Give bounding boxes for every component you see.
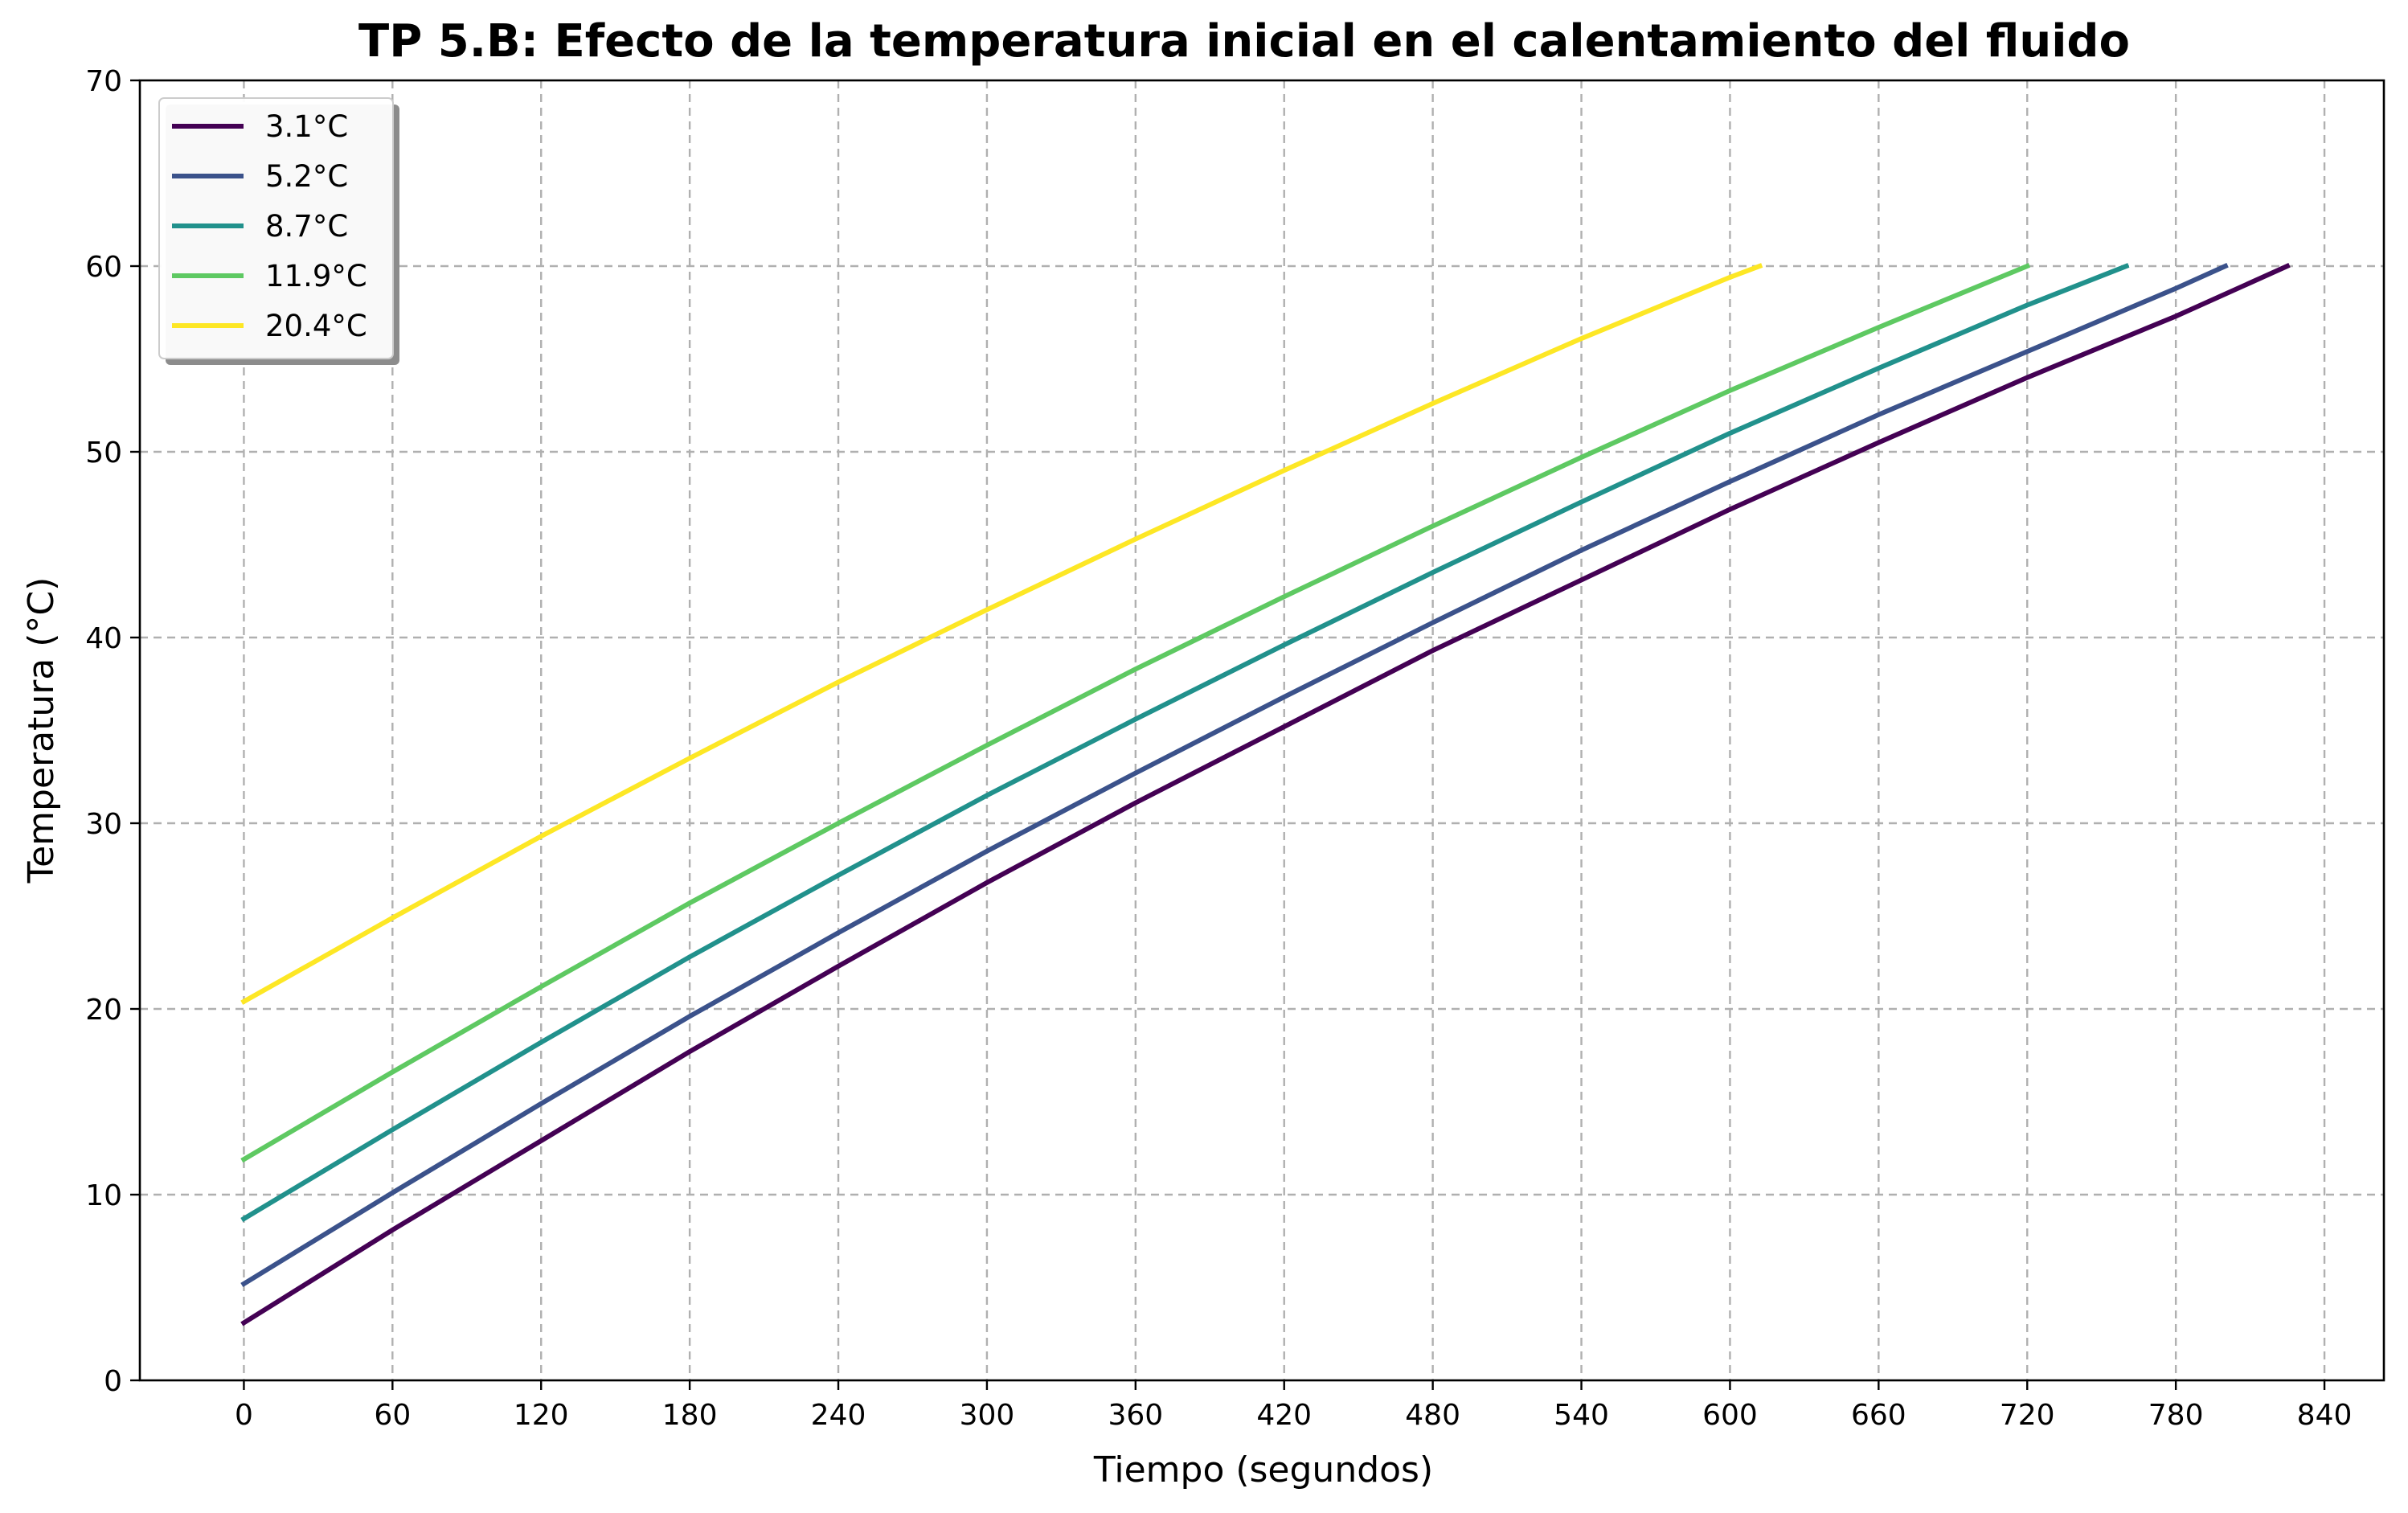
x-tick-label: 0 [235,1399,253,1432]
series-lines [240,263,2291,1326]
chart-title: TP 5.B: Efecto de la temperatura inicial… [358,15,2130,68]
series-line-1 [240,263,2229,1288]
legend-label-1: 5.2°C [265,159,348,194]
y-tick-label: 70 [85,65,122,98]
legend-box [158,97,394,359]
series-line-2 [240,263,2130,1223]
series-line-4 [240,263,1763,1005]
legend: 3.1°C 5.2°C 8.7°C 11.9°C 20.4°C [158,97,399,365]
y-axis-ticks: 0 10 20 30 40 50 60 70 [85,65,140,1398]
x-tick-label: 540 [1554,1399,1609,1432]
x-tick-label: 120 [514,1399,569,1432]
y-axis-label: Temperatura (°C) [21,577,62,884]
y-tick-label: 50 [85,437,122,469]
plot-area-frame [138,79,2385,1382]
x-tick-label: 360 [1108,1399,1163,1432]
x-tick-label: 480 [1405,1399,1460,1432]
series-line-3 [240,263,2031,1163]
x-tick-label: 180 [662,1399,718,1432]
x-tick-label: 720 [2000,1399,2055,1432]
y-tick-label: 10 [85,1179,122,1212]
y-tick-label: 40 [85,622,122,655]
legend-label-0: 3.1°C [265,109,348,144]
x-tick-label: 840 [2297,1399,2353,1432]
x-tick-label: 660 [1851,1399,1906,1432]
x-tick-label: 600 [1702,1399,1758,1432]
legend-entries: 3.1°C 5.2°C 8.7°C 11.9°C 20.4°C [172,109,367,343]
x-tick-label: 420 [1256,1399,1312,1432]
x-tick-label: 780 [2148,1399,2204,1432]
y-tick-label: 20 [85,994,122,1027]
series-line-0 [240,263,2291,1326]
y-tick-label: 30 [85,808,122,841]
x-axis-ticks: 0 60 120 180 240 300 360 420 480 540 600 660 720 780 8… [235,1380,2352,1432]
x-axis-label: Tiempo (segundos) [1093,1449,1433,1490]
grid-lines [140,80,2384,1380]
x-tick-label: 300 [960,1399,1015,1432]
legend-label-3: 11.9°C [265,259,367,293]
x-tick-label: 60 [374,1399,411,1432]
legend-label-2: 8.7°C [265,209,348,244]
y-tick-label: 0 [104,1365,122,1398]
legend-label-4: 20.4°C [265,309,367,343]
y-tick-label: 60 [85,251,122,284]
x-tick-label: 240 [811,1399,866,1432]
